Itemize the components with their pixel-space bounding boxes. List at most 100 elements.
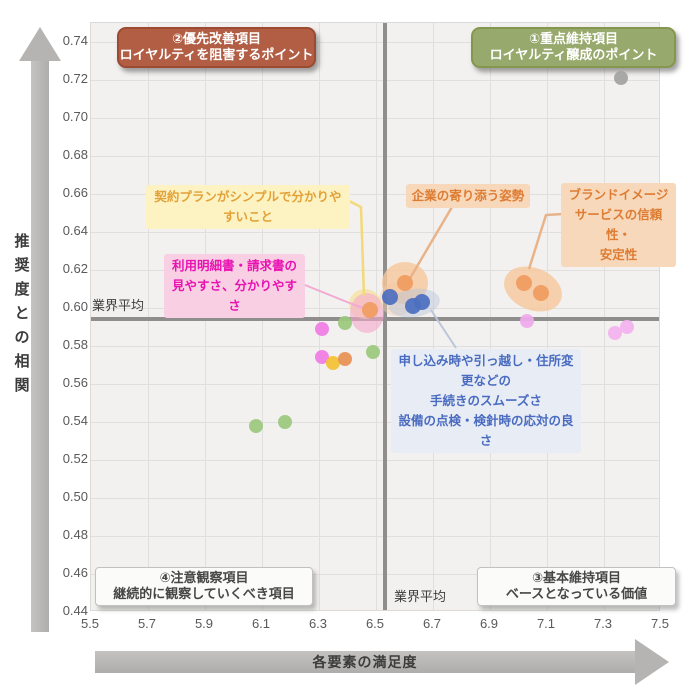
data-point <box>516 275 533 292</box>
y-tick-label: 0.62 <box>62 261 88 276</box>
x-axis-arrow-right-icon <box>635 639 669 685</box>
y-tick-label: 0.52 <box>62 451 88 466</box>
quadrant-label-line: ②優先改善項目 <box>171 31 261 46</box>
quadrant-label-line: 継続的に観察していくべき項目 <box>113 586 295 601</box>
y-tick-label: 0.70 <box>62 109 88 124</box>
x-axis-arrow-shaft: 各要素の満足度 <box>95 651 635 673</box>
annotation-line: 手続きのスムーズさ <box>430 394 542 408</box>
y-axis-title-char: 推 <box>14 233 30 250</box>
gridline-h <box>91 42 659 43</box>
gridline-h <box>91 384 659 385</box>
data-point <box>520 314 535 329</box>
y-tick-label: 0.64 <box>62 223 88 238</box>
gridline-h <box>91 422 659 423</box>
x-tick-label: 7.3 <box>593 616 613 631</box>
y-tick-label: 0.46 <box>62 565 88 580</box>
y-tick-label: 0.44 <box>62 603 88 618</box>
gridline-v <box>604 23 605 610</box>
gridline-h <box>91 498 659 499</box>
data-point <box>249 418 264 433</box>
annotation-plan: 契約プランがシンプルで分かりやすいこと <box>146 185 350 229</box>
x-tick-label: 7.5 <box>650 616 670 631</box>
y-tick-label: 0.50 <box>62 489 88 504</box>
data-point <box>413 294 430 311</box>
y-tick-label: 0.60 <box>62 299 88 314</box>
gridline-h <box>91 460 659 461</box>
quadrant-label-line: ロイヤルティ醸成のポイント <box>489 47 658 62</box>
y-tick-label: 0.58 <box>62 337 88 352</box>
gridline-v <box>319 23 320 610</box>
y-tick-label: 0.48 <box>62 527 88 542</box>
annotation-line: ブランドイメージ <box>568 188 669 202</box>
data-point <box>277 415 292 429</box>
annotation-line: 申し込み時や引っ越し・住所変更などの <box>398 354 574 388</box>
gridline-h <box>91 270 659 271</box>
x-tick-label: 7.1 <box>536 616 556 631</box>
annotation-line: 設備の点検・検針時の応対の良さ <box>398 414 574 448</box>
gridline-h <box>91 118 659 119</box>
y-axis-title-char: 相 <box>14 353 30 370</box>
industry-average-label-y: 業界平均 <box>92 298 145 313</box>
x-tick-label: 6.3 <box>308 616 328 631</box>
gridline-h <box>91 194 659 195</box>
annotation-line: 安定性 <box>599 248 638 262</box>
data-point <box>608 325 623 340</box>
quadrant-label-line: ④注意観察項目 <box>159 570 249 585</box>
data-point <box>619 320 634 334</box>
annotation-line: 見やすさ、分かりやすさ <box>171 279 297 313</box>
data-point <box>366 344 381 359</box>
y-axis-arrow-shaft <box>31 60 49 632</box>
annotation-line: 契約プランがシンプルで分かりやすいこと <box>154 190 342 224</box>
x-tick-label: 6.7 <box>422 616 442 631</box>
y-axis-title-char: 関 <box>14 377 30 394</box>
y-axis-title: 推奨度との相関 <box>10 234 34 402</box>
y-tick-label: 0.66 <box>62 185 88 200</box>
x-axis-title: 各要素の満足度 <box>312 654 418 670</box>
quadrant-label-priority-improvement: ②優先改善項目 ロイヤルティを阻害するポイント <box>117 27 316 68</box>
data-point <box>382 288 399 305</box>
industry-average-label-x: 業界平均 <box>394 589 447 604</box>
annotation-company-support: 企業の寄り添う姿勢 <box>406 184 530 208</box>
data-point <box>614 71 629 86</box>
x-tick-label: 6.1 <box>251 616 271 631</box>
gridline-h <box>91 156 659 157</box>
gridline-h <box>91 80 659 81</box>
gridline-h <box>91 232 659 233</box>
x-tick-label: 5.9 <box>194 616 214 631</box>
data-point <box>326 356 341 371</box>
y-axis-title-char: 奨 <box>14 257 30 274</box>
y-axis-title-char: の <box>14 329 30 346</box>
gridline-v <box>547 23 548 610</box>
x-tick-label: 6.9 <box>479 616 499 631</box>
quadrant-label-watch: ④注意観察項目 継続的に観察していくべき項目 <box>95 567 313 606</box>
annotation-line: サービスの信頼性・ <box>574 208 663 242</box>
x-tick-label: 6.5 <box>365 616 385 631</box>
y-tick-label: 0.74 <box>62 33 88 48</box>
data-point <box>533 284 550 301</box>
industry-average-line-vertical <box>382 23 387 610</box>
y-tick-label: 0.54 <box>62 413 88 428</box>
annotation-line: 企業の寄り添う姿勢 <box>411 189 525 203</box>
x-tick-label: 5.5 <box>80 616 100 631</box>
quadrant-label-key-maintain: ①重点維持項目 ロイヤルティ醸成のポイント <box>471 27 676 68</box>
gridline-h <box>91 574 659 575</box>
quadrant-label-line: ①重点維持項目 <box>528 31 618 46</box>
y-tick-label: 0.72 <box>62 71 88 86</box>
gridline-v <box>148 23 149 610</box>
data-point <box>314 350 329 365</box>
data-point <box>337 352 352 367</box>
annotation-brand-image: ブランドイメージサービスの信頼性・安定性 <box>561 183 676 267</box>
data-point <box>396 275 413 292</box>
y-axis-title-char: と <box>14 305 30 322</box>
data-point <box>314 321 329 336</box>
y-axis-arrow-up-icon <box>19 27 61 61</box>
quadrant-label-line: ③基本維持項目 <box>531 570 621 585</box>
quadrant-label-line: ロイヤルティを阻害するポイント <box>119 47 314 62</box>
quadrant-label-basic-maintain: ③基本維持項目 ベースとなっている価値 <box>477 567 676 606</box>
data-point <box>362 301 379 318</box>
annotation-billing-statement: 利用明細書・請求書の 見やすさ、分かりやすさ <box>164 254 305 318</box>
data-point <box>337 316 352 331</box>
gridline-v <box>490 23 491 610</box>
y-axis-title-char: 度 <box>14 281 30 298</box>
